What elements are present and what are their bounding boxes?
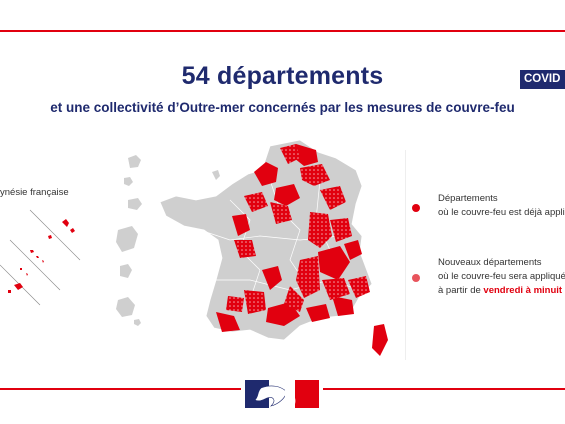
legend-new-line3-highlight: vendredi à minuit <box>483 285 563 296</box>
overseas-territories <box>116 155 229 326</box>
polynesie-islands <box>48 219 75 239</box>
legend-new-line3: à partir de vendredi à minuit <box>438 284 562 297</box>
polynesie-islands <box>8 250 44 293</box>
page-subtitle: et une collectivité d’Outre-mer concerné… <box>50 100 515 115</box>
inset-label-polynesie: ynésie française <box>0 187 69 198</box>
legend-new-line1: Nouveaux départements <box>438 257 542 268</box>
covid-badge: COVID <box>520 70 565 89</box>
inset-divider <box>9 239 61 291</box>
legend-dot-new <box>412 274 420 282</box>
top-red-line <box>0 30 565 32</box>
polynesie-inset <box>0 209 81 306</box>
republique-francaise-logo <box>241 378 323 410</box>
france-map <box>0 140 388 356</box>
legend-existing-line1: Départements <box>438 193 498 204</box>
regions-new-curfew <box>226 144 370 314</box>
page-title: 54 départements <box>181 62 384 90</box>
legend-divider <box>405 150 406 360</box>
legend-new-line2: où le couvre-feu sera appliqué <box>438 271 565 282</box>
inset-divider <box>29 209 81 261</box>
legend-new-line3-prefix: à partir de <box>438 285 484 296</box>
legend-existing-line2: où le couvre-feu est déjà appliqué <box>438 207 565 218</box>
legend-dot-existing <box>412 204 420 212</box>
regions-existing-curfew <box>216 144 388 356</box>
